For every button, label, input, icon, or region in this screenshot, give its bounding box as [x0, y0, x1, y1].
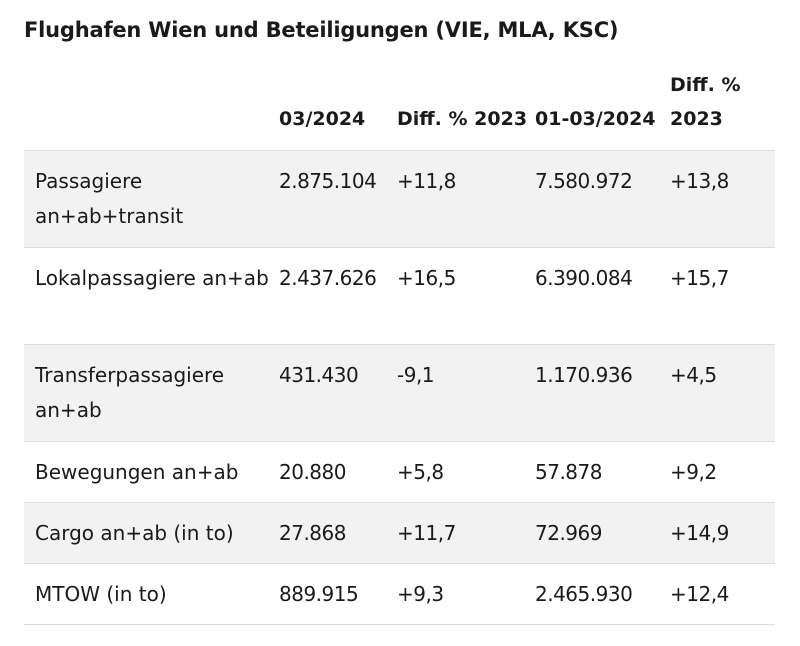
cell-ytd-diff: +12,4	[670, 563, 775, 625]
cell-period-diff: -9,1	[397, 344, 535, 442]
cell-ytd-diff: +14,9	[670, 502, 775, 564]
row-label: Cargo an+ab (in to)	[24, 502, 279, 564]
table-row: Bewegungen an+ab 20.880 +5,8 57.878 +9,2	[24, 441, 775, 503]
header-ytd: 01-03/2024	[535, 66, 670, 151]
cell-period-value: 889.915	[279, 563, 397, 625]
header-diff-ytd: Diff. % 2023	[670, 66, 775, 151]
cell-ytd-value: 6.390.084	[535, 247, 670, 345]
table-row: Transferpassagiere an+ab 431.430 -9,1 1.…	[24, 344, 775, 442]
header-row: 03/2024 Diff. % 2023 01-03/2024 Diff. % …	[24, 66, 775, 151]
cell-period-value: 2.437.626	[279, 247, 397, 345]
cell-ytd-value: 2.465.930	[535, 563, 670, 625]
cell-period-value: 27.868	[279, 502, 397, 564]
cell-ytd-diff: +4,5	[670, 344, 775, 442]
cell-ytd-diff: +13,8	[670, 150, 775, 248]
cell-ytd-value: 72.969	[535, 502, 670, 564]
cell-ytd-diff: +9,2	[670, 441, 775, 503]
cell-period-diff: +11,7	[397, 502, 535, 564]
stats-table: 03/2024 Diff. % 2023 01-03/2024 Diff. % …	[24, 66, 775, 625]
table-title: Flughafen Wien und Beteiligungen (VIE, M…	[24, 18, 619, 42]
row-label: MTOW (in to)	[24, 563, 279, 625]
cell-period-value: 431.430	[279, 344, 397, 442]
row-label: Lokalpassagiere an+ab	[24, 247, 279, 345]
row-label: Bewegungen an+ab	[24, 441, 279, 503]
cell-ytd-value: 57.878	[535, 441, 670, 503]
table-row: Cargo an+ab (in to) 27.868 +11,7 72.969 …	[24, 502, 775, 564]
cell-ytd-value: 7.580.972	[535, 150, 670, 248]
row-label: Passagiere an+ab+transit	[24, 150, 279, 248]
cell-period-diff: +11,8	[397, 150, 535, 248]
cell-period-diff: +9,3	[397, 563, 535, 625]
cell-ytd-value: 1.170.936	[535, 344, 670, 442]
header-period: 03/2024	[279, 66, 397, 151]
cell-period-value: 20.880	[279, 441, 397, 503]
cell-period-value: 2.875.104	[279, 150, 397, 248]
cell-period-diff: +5,8	[397, 441, 535, 503]
cell-period-diff: +16,5	[397, 247, 535, 345]
table-row: Lokalpassagiere an+ab 2.437.626 +16,5 6.…	[24, 247, 775, 345]
table-row: Passagiere an+ab+transit 2.875.104 +11,8…	[24, 150, 775, 248]
header-label	[24, 66, 279, 151]
cell-ytd-diff: +15,7	[670, 247, 775, 345]
row-label: Transferpassagiere an+ab	[24, 344, 279, 442]
header-diff-period: Diff. % 2023	[397, 66, 535, 151]
table-row: MTOW (in to) 889.915 +9,3 2.465.930 +12,…	[24, 563, 775, 625]
